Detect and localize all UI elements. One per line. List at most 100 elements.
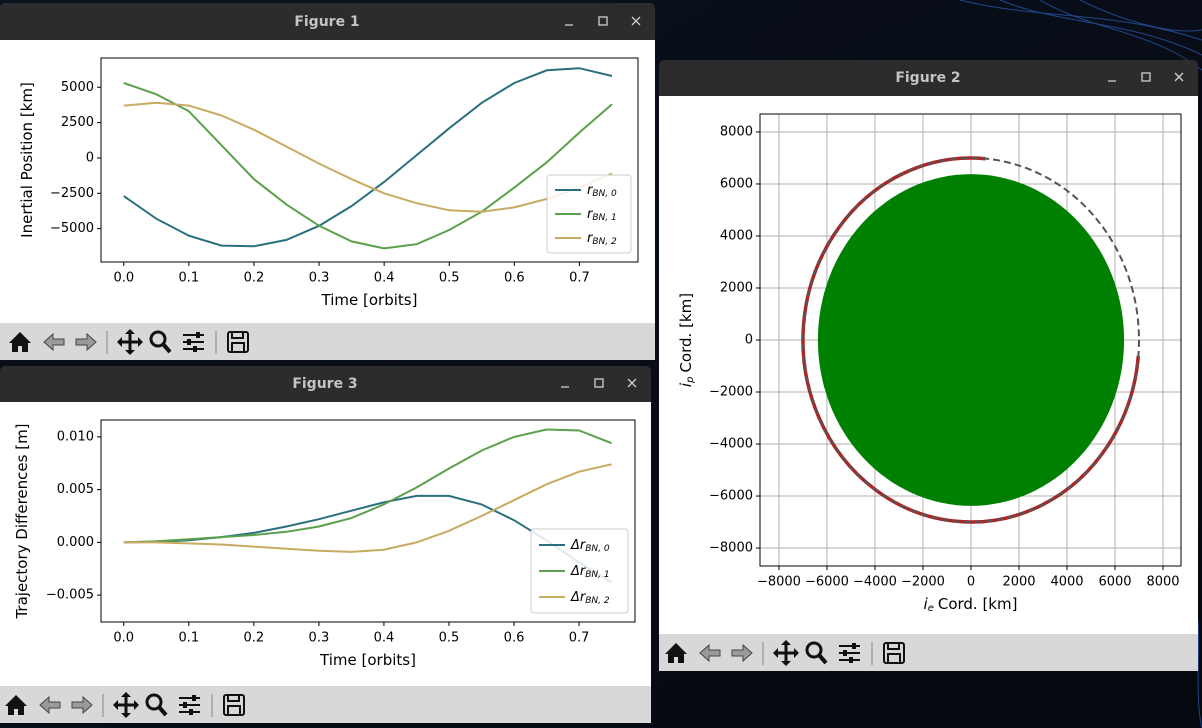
y-axis-label-suffix: Cord. [km]	[677, 293, 695, 373]
line	[123, 101, 613, 213]
y-tick-label: 0	[86, 150, 94, 165]
x-tick-label: 4000	[1050, 575, 1083, 590]
line	[123, 463, 612, 553]
legend-name: Δr	[570, 538, 587, 553]
axes-frame	[100, 57, 639, 263]
y-axis-label: ip Cord. [km]	[677, 293, 697, 387]
legend-label: rBN, 1	[587, 207, 617, 223]
x-tick-label: 0.6	[504, 271, 525, 286]
toolbar	[0, 686, 651, 723]
title-bar[interactable]	[659, 60, 1198, 96]
y-tick-label: −5000	[50, 221, 94, 236]
legend-label: ΔrBN, 2	[570, 590, 610, 606]
y-tick-label: −0.005	[46, 588, 94, 603]
line	[123, 82, 613, 250]
legend-subscript: BN, 2	[592, 237, 617, 247]
legend-subscript: BN, 1	[585, 570, 609, 580]
x-tick-label: 0.0	[113, 271, 134, 286]
x-axis-label-text: Time [orbits]	[319, 651, 416, 669]
x-tick-label: 0.5	[439, 631, 460, 646]
canvas	[0, 40, 655, 323]
x-tick-label: −2000	[901, 575, 945, 590]
y-tick-label: 0.000	[57, 535, 94, 550]
window-title: Figure 2	[895, 70, 960, 86]
toolbar	[0, 323, 655, 360]
x-tick-label: −6000	[805, 575, 849, 590]
x-tick-label: 6000	[1098, 575, 1131, 590]
legend-name: r	[587, 207, 594, 222]
earth	[817, 174, 1125, 506]
title-bar[interactable]	[0, 366, 651, 402]
y-tick-label: 4000	[720, 228, 753, 243]
legend-subscript: BN, 0	[585, 544, 610, 554]
x-tick-label: 0.0	[113, 631, 134, 646]
y-tick-label: 5000	[61, 80, 94, 95]
x-tick-label: 0.2	[244, 271, 265, 286]
y-axis-label: Trajectory Differences [m]	[13, 423, 31, 619]
window-title: Figure 1	[294, 14, 359, 30]
line	[123, 67, 613, 248]
line	[123, 428, 612, 544]
y-tick-label: −2000	[709, 385, 753, 400]
x-tick-label: 0.7	[569, 631, 590, 646]
x-tick-label: 0.4	[374, 271, 395, 286]
y-tick-label: −4000	[709, 437, 753, 452]
y-tick-label: −6000	[709, 489, 753, 504]
x-tick-label: 0.7	[569, 271, 590, 286]
axes-frame	[100, 419, 636, 623]
y-axis-label-text: Trajectory Differences [m]	[13, 423, 31, 619]
x-tick-label: 8000	[1146, 575, 1179, 590]
legend-subscript: BN, 1	[592, 213, 616, 223]
legend-name: Δr	[570, 590, 587, 605]
x-tick-label: 0	[967, 575, 975, 590]
title-bar[interactable]	[0, 3, 655, 40]
legend-label: ΔrBN, 0	[570, 538, 610, 554]
legend-name: Δr	[570, 564, 587, 579]
x-axis-label: ie Cord. [km]	[924, 595, 1018, 615]
legend-subscript: BN, 2	[585, 596, 610, 606]
y-tick-label: 2000	[720, 280, 753, 295]
legend-name: r	[587, 231, 594, 246]
x-tick-label: 0.3	[309, 271, 330, 286]
x-axis-label-suffix: Cord. [km]	[938, 595, 1018, 613]
x-tick-label: 0.3	[309, 631, 330, 646]
x-axis-label: Time [orbits]	[319, 651, 416, 669]
x-axis-label: Time [orbits]	[321, 291, 418, 309]
legend-label: rBN, 0	[587, 183, 617, 199]
x-axis-label-text: Time [orbits]	[321, 291, 418, 309]
y-axis-label-text: Inertial Position [km]	[18, 82, 36, 238]
y-tick-label: −8000	[709, 541, 753, 556]
x-tick-label: 0.1	[179, 271, 200, 286]
y-axis-label-text: i	[677, 382, 695, 387]
window: Figure 1	[0, 3, 655, 360]
legend-label: rBN, 2	[587, 231, 617, 247]
legend-subscript: BN, 0	[592, 189, 617, 199]
window-title: Figure 3	[292, 376, 357, 392]
x-tick-label: 0.2	[244, 631, 265, 646]
x-tick-label: 0.4	[374, 631, 395, 646]
y-axis-label-subscript: p	[685, 377, 696, 384]
y-tick-label: −2500	[50, 186, 94, 201]
x-tick-label: 2000	[1002, 575, 1035, 590]
y-tick-label: 8000	[720, 124, 753, 139]
x-tick-label: 0.1	[178, 631, 199, 646]
reference-orbit	[801, 156, 1140, 524]
x-axis-label-subscript: e	[928, 603, 934, 614]
y-tick-label: 6000	[720, 176, 753, 191]
legend	[530, 528, 629, 614]
y-tick-label: 0	[745, 333, 753, 348]
axes-frame	[759, 113, 1182, 567]
y-tick-label: 0.010	[57, 429, 94, 444]
x-tick-label: 0.5	[439, 271, 460, 286]
y-tick-label: 2500	[61, 115, 94, 130]
x-axis-label-text: i	[924, 595, 929, 613]
wallpaper-waves	[959, 0, 1202, 728]
x-tick-label: −4000	[853, 575, 897, 590]
x-tick-label: −8000	[757, 575, 801, 590]
legend	[546, 174, 632, 254]
x-tick-label: 0.6	[504, 631, 525, 646]
y-axis-label: Inertial Position [km]	[18, 82, 36, 238]
legend-name: r	[587, 183, 594, 198]
